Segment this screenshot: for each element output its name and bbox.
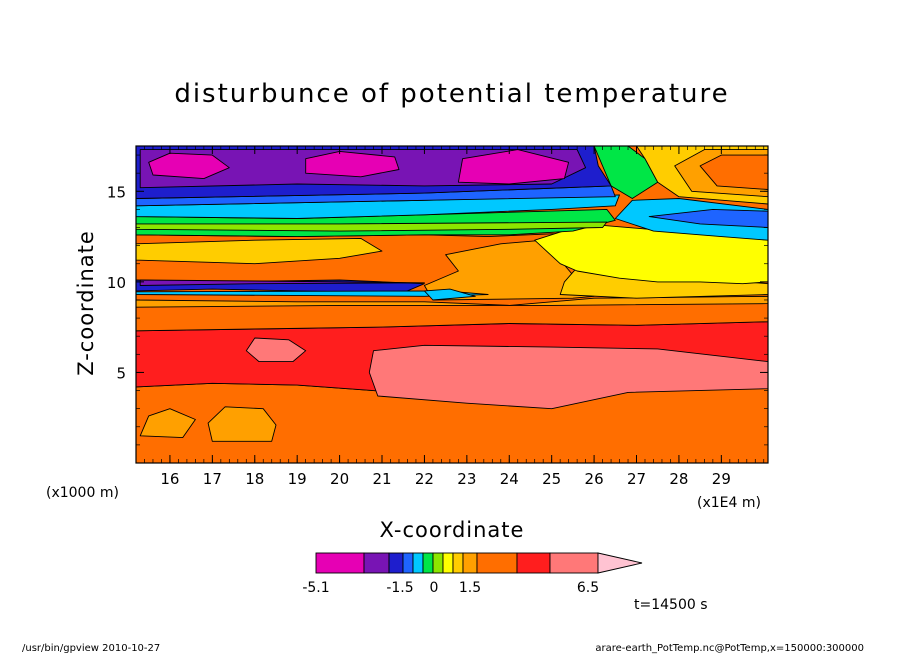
footer-right: arare-earth_PotTemp.nc@PotTemp,x=150000:…: [595, 643, 864, 654]
contour-region-4: [368, 344, 768, 410]
colorbar-swatch-11: [516, 552, 551, 574]
x-axis-label: X-coordinate: [380, 518, 525, 542]
x-tick-label-17: 17: [203, 470, 222, 488]
contour-region-27: [457, 149, 570, 185]
colorbar-swatch-2: [388, 552, 404, 574]
colorbar-swatch-4: [412, 552, 424, 574]
contour-region-30: [136, 290, 489, 297]
plot-frame: [135, 145, 769, 464]
x-tick-label-23: 23: [457, 470, 476, 488]
chart-title: disturbunce of potential temperature: [174, 79, 729, 109]
colorbar-labels: -5.1 -1.5 0 1.5 6.5: [302, 580, 599, 596]
x-tick-label-16: 16: [160, 470, 179, 488]
x-tick-label-25: 25: [542, 470, 561, 488]
x-tick-label-27: 27: [627, 470, 646, 488]
x-axis-ticks: 16 17 18 19 20 21 22 23 24 25 26 27 28 29: [135, 146, 765, 488]
y-tick-label-15: 15: [107, 183, 126, 201]
y-axis-label: Z-coordinate: [74, 230, 98, 376]
colorbar-swatch-10: [476, 552, 518, 574]
contour-region-26: [305, 150, 400, 178]
y-tick-label-5: 5: [116, 364, 126, 382]
x-tick-label-24: 24: [500, 470, 519, 488]
colorbar-swatch-7: [442, 552, 454, 574]
x-tick-label-20: 20: [330, 470, 349, 488]
colorbar-swatch-12: [549, 552, 599, 574]
colorbar-swatch-0: [315, 552, 365, 574]
contour-region-14: [136, 221, 608, 232]
colorbar-label-3: 1.5: [459, 580, 481, 596]
contour-region-16: [648, 208, 768, 228]
x-tick-label-26: 26: [585, 470, 604, 488]
contour-region-22: [699, 154, 768, 190]
x-tick-label-19: 19: [288, 470, 307, 488]
colorbar-arrow: [597, 552, 643, 574]
colorbar-swatch-6: [432, 552, 444, 574]
x-tick-label-21: 21: [372, 470, 391, 488]
contour-region-5: [245, 337, 307, 363]
y-axis-ticks: 5 10 15: [107, 154, 768, 446]
contour-region-31: [423, 288, 476, 301]
colorbar: [315, 552, 643, 574]
x-axis-units: (x1E4 m): [697, 495, 761, 511]
colorbar-swatch-5: [422, 552, 434, 574]
colorbar-label-0: -5.1: [302, 580, 329, 596]
contour-fill-layer: [136, 146, 768, 463]
x-tick-label-18: 18: [245, 470, 264, 488]
colorbar-swatch-1: [363, 552, 390, 574]
x-tick-label-22: 22: [415, 470, 434, 488]
colorbar-label-2: 0: [430, 580, 439, 596]
time-label: t=14500 s: [634, 597, 708, 613]
contour-region-12: [136, 237, 383, 265]
x-tick-label-29: 29: [712, 470, 731, 488]
y-tick-label-10: 10: [107, 274, 126, 292]
contour-region-29: [139, 279, 425, 286]
colorbar-label-4: 6.5: [577, 580, 599, 596]
contour-region-2: [139, 408, 196, 439]
footer-left: /usr/bin/gpview 2010-10-27: [22, 643, 160, 654]
contour-region-1: [207, 406, 277, 442]
colorbar-swatch-3: [402, 552, 414, 574]
colorbar-swatch-8: [452, 552, 464, 574]
y-axis-units: (x1000 m): [46, 485, 119, 501]
colorbar-swatch-9: [462, 552, 478, 574]
contour-region-25: [148, 152, 230, 180]
x-tick-label-28: 28: [669, 470, 688, 488]
colorbar-label-1: -1.5: [386, 580, 413, 596]
